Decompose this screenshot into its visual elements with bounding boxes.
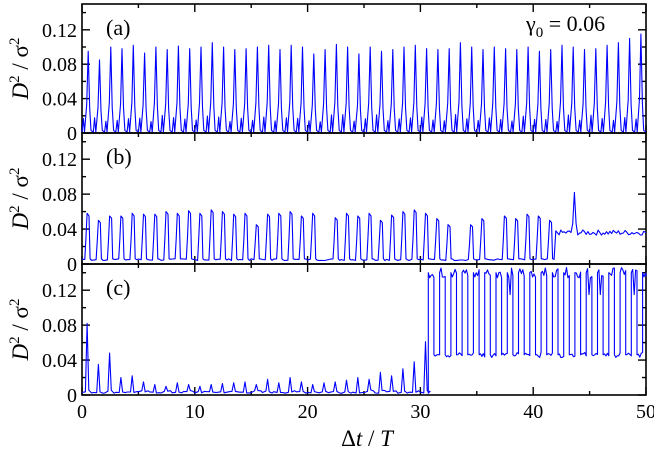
gamma-subscript: 0 <box>536 25 544 41</box>
panel-b: 0 0.04 0.08 0.12 (b) D2 / σ2 <box>7 132 647 276</box>
y-tick-label: 0 <box>67 254 77 276</box>
x-tick-label: 10 <box>185 401 205 423</box>
panel-label: (c) <box>106 275 130 300</box>
x-tick-label: 50 <box>636 401 654 423</box>
x-axis-label: Δt / T <box>341 426 395 451</box>
panel-label: (b) <box>106 144 132 169</box>
y-tick-label: 0.08 <box>42 54 77 76</box>
y-tick-label: 0 <box>67 123 77 145</box>
displacement-trace <box>81 266 647 394</box>
panel-c: 0 0.04 0.08 0.12 0 10 20 30 40 50 (c) D2 / σ2 <box>7 263 654 423</box>
gamma-annotation: γ0 = 0.06 <box>525 11 605 41</box>
panel-label: (a) <box>106 15 130 40</box>
y-axis-label: D2 / σ2 <box>7 299 33 362</box>
x-axis-label-t: t <box>356 426 363 451</box>
y-tick-label: 0.04 <box>42 350 77 372</box>
x-tick-label: 40 <box>523 401 543 423</box>
y-tick-label: 0.12 <box>42 20 77 42</box>
x-axis-label-slash: / <box>362 426 380 451</box>
x-tick-label: 30 <box>410 401 430 423</box>
y-tick-label: 0.04 <box>42 89 77 111</box>
y-tick-label: 0.12 <box>42 280 77 302</box>
y-tick-label: 0.04 <box>42 219 77 241</box>
y-tick-label: 0.12 <box>42 149 77 171</box>
x-tick-label: 20 <box>298 401 318 423</box>
displacement-trace <box>81 191 647 262</box>
y-tick-label: 0 <box>67 385 77 407</box>
y-tick-label: 0.08 <box>42 315 77 337</box>
y-tick-label: 0.08 <box>42 184 77 206</box>
plot-frame <box>81 132 647 265</box>
gamma-value: = 0.06 <box>543 11 605 36</box>
gamma-symbol: γ <box>525 11 536 36</box>
y-axis-label: D2 / σ2 <box>7 168 33 231</box>
x-axis-label-delta: Δ <box>341 426 356 451</box>
y-axis-label: D2 / σ2 <box>7 38 33 101</box>
displacement-trace <box>81 33 647 133</box>
x-tick-label: 0 <box>77 401 87 423</box>
x-axis-label-T: T <box>380 426 395 451</box>
plot-frame <box>81 263 647 396</box>
